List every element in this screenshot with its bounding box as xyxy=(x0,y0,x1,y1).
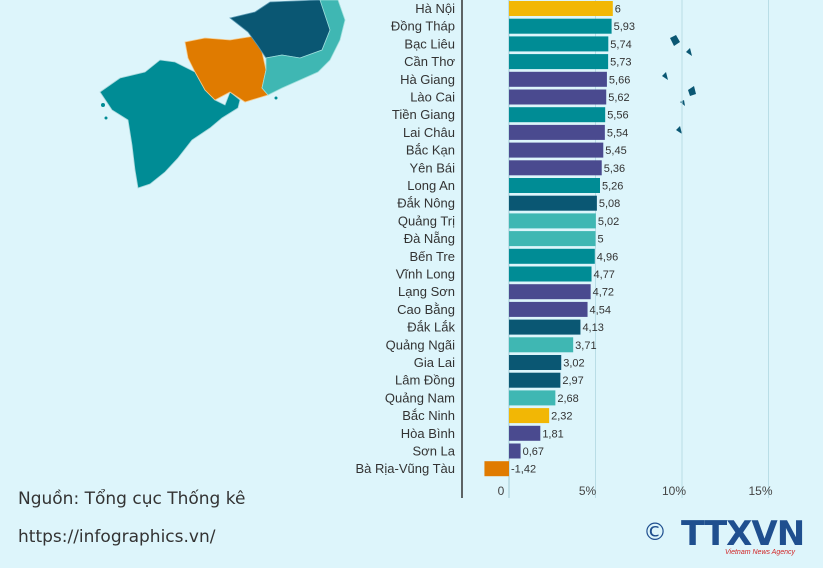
x-tick-label: 10% xyxy=(662,484,686,498)
website-url[interactable]: https://infographics.vn/ xyxy=(18,527,216,547)
bar xyxy=(509,301,588,317)
value-label: 5,66 xyxy=(609,74,630,86)
bar xyxy=(509,142,604,158)
bar xyxy=(509,160,602,176)
x-tick-label: 5% xyxy=(579,484,597,498)
bar xyxy=(509,89,607,105)
bar xyxy=(509,213,596,229)
value-label: 5 xyxy=(598,234,604,246)
category-label: Lâm Đồng xyxy=(395,373,455,388)
category-label: Bắc Kạn xyxy=(406,143,455,158)
value-label: 5,74 xyxy=(610,39,631,51)
value-label: 2,32 xyxy=(551,411,572,423)
category-label: Đà Nẵng xyxy=(404,231,455,246)
bar xyxy=(509,266,592,282)
value-label: 3,71 xyxy=(575,340,596,352)
map-region-mekong xyxy=(99,59,241,189)
value-label: 2,97 xyxy=(562,375,583,387)
category-label: Quảng Nam xyxy=(385,390,455,405)
category-label: Lạng Sơn xyxy=(398,284,455,299)
value-label: 5,93 xyxy=(614,21,635,33)
value-label: 5,45 xyxy=(605,145,626,157)
category-label: Hòa Bình xyxy=(401,426,455,441)
value-label: 4,54 xyxy=(590,304,611,316)
bar xyxy=(509,178,600,193)
value-label: 4,72 xyxy=(593,287,614,299)
bar xyxy=(509,71,607,87)
bar xyxy=(509,248,595,264)
value-label: 3,02 xyxy=(563,358,584,370)
copyright-icon: © xyxy=(643,518,667,546)
value-label: 4,96 xyxy=(597,251,618,263)
category-label: Vĩnh Long xyxy=(396,267,455,282)
value-label: 5,36 xyxy=(604,163,625,175)
bar xyxy=(509,337,574,353)
category-label: Đắk Nông xyxy=(397,196,455,211)
bar xyxy=(509,107,606,123)
bar xyxy=(509,18,612,34)
category-label: Quảng Trị xyxy=(398,213,455,228)
value-label: 4,13 xyxy=(582,322,603,334)
value-label: 5,08 xyxy=(599,198,620,210)
category-label: Bến Tre xyxy=(409,249,455,264)
category-label: Lào Cai xyxy=(410,90,455,105)
bar xyxy=(509,231,596,247)
category-label: Hà Nội xyxy=(415,1,455,16)
value-label: 4,77 xyxy=(594,269,615,281)
map-island xyxy=(101,103,105,107)
map-island xyxy=(274,96,278,100)
bar xyxy=(509,425,541,441)
category-label: Cần Thơ xyxy=(404,54,455,69)
bar xyxy=(509,124,605,140)
category-label: Hà Giang xyxy=(400,72,455,87)
bar xyxy=(509,1,613,16)
category-label: Yên Bái xyxy=(409,160,455,175)
category-label: Bắc Ninh xyxy=(402,408,455,423)
source-note: Nguồn: Tổng cục Thống kê xyxy=(18,489,246,509)
value-label: 0,67 xyxy=(523,446,544,458)
category-label: Gia Lai xyxy=(414,355,455,370)
category-label: Lai Châu xyxy=(403,125,455,140)
logo-subtitle: Vietnam News Agency xyxy=(725,549,796,556)
value-label: 5,73 xyxy=(610,57,631,69)
category-label: Tiền Giang xyxy=(392,107,455,122)
bar xyxy=(509,319,581,335)
value-label: 5,26 xyxy=(602,181,623,193)
value-label: -1,42 xyxy=(511,464,536,476)
category-label: Bạc Liêu xyxy=(404,36,455,51)
category-label: Bà Rịa-Vũng Tàu xyxy=(356,461,456,476)
category-label: Đắk Lắk xyxy=(407,320,455,335)
value-label: 5,62 xyxy=(608,92,629,104)
category-label: Đồng Tháp xyxy=(391,19,455,34)
bar xyxy=(509,390,556,406)
bar xyxy=(509,408,550,424)
value-label: 5,54 xyxy=(607,127,628,139)
logo-name: TTXVN xyxy=(681,514,805,554)
value-label: 2,68 xyxy=(557,393,578,405)
bar xyxy=(509,36,609,52)
category-label: Sơn La xyxy=(413,444,456,459)
map-region-coast xyxy=(261,0,346,96)
bar xyxy=(509,195,597,211)
map-island xyxy=(104,116,108,120)
category-label: Cao Bằng xyxy=(397,302,455,317)
bar xyxy=(509,54,609,70)
bar xyxy=(484,461,509,477)
bar xyxy=(509,443,521,459)
bar xyxy=(509,372,561,388)
value-label: 5,02 xyxy=(598,216,619,228)
bar xyxy=(509,355,562,370)
x-tick-label: 15% xyxy=(748,484,772,498)
value-label: 5,56 xyxy=(607,110,628,122)
southern-vietnam-map xyxy=(99,0,346,189)
value-label: 1,81 xyxy=(542,428,563,440)
x-tick-label: 0 xyxy=(498,484,505,498)
category-label: Long An xyxy=(407,178,455,193)
ttxvn-logo: © TTXVN Vietnam News Agency xyxy=(643,514,813,558)
value-label: 6 xyxy=(615,4,621,16)
category-label: Quảng Ngãi xyxy=(386,337,455,352)
bar xyxy=(509,284,591,300)
